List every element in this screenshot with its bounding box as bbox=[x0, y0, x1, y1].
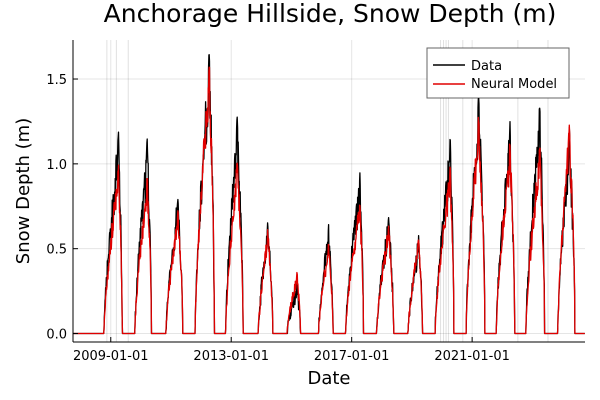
y-tick-label: 1.5 bbox=[46, 73, 67, 88]
legend-box bbox=[426, 47, 570, 99]
x-tick-label: 2009-01-01 bbox=[73, 349, 149, 364]
legend-label-neural-model: Neural Model bbox=[471, 77, 557, 92]
y-tick-label: 1.0 bbox=[46, 158, 67, 173]
y-tick-label: 0.0 bbox=[46, 328, 67, 343]
legend-label-data: Data bbox=[471, 59, 502, 74]
x-ticks: 2009-01-01 2013-01-01 2017-01-01 2021-01-01 bbox=[73, 337, 510, 364]
x-tick-label: 2013-01-01 bbox=[193, 349, 269, 364]
y-axis-label: Snow Depth (m) bbox=[13, 118, 34, 264]
x-tick-label: 2021-01-01 bbox=[434, 349, 510, 364]
y-tick-label: 0.5 bbox=[46, 243, 67, 258]
series-neural-model-line bbox=[72, 66, 586, 335]
x-tick-label: 2017-01-01 bbox=[314, 349, 390, 364]
chart-title: Anchorage Hillside, Snow Depth (m) bbox=[104, 0, 557, 28]
y-ticks: 0.0 0.5 1.0 1.5 bbox=[46, 73, 78, 343]
x-axis-label: Date bbox=[307, 368, 350, 389]
plot-area bbox=[72, 54, 586, 335]
legend: Data Neural Model bbox=[426, 47, 570, 99]
